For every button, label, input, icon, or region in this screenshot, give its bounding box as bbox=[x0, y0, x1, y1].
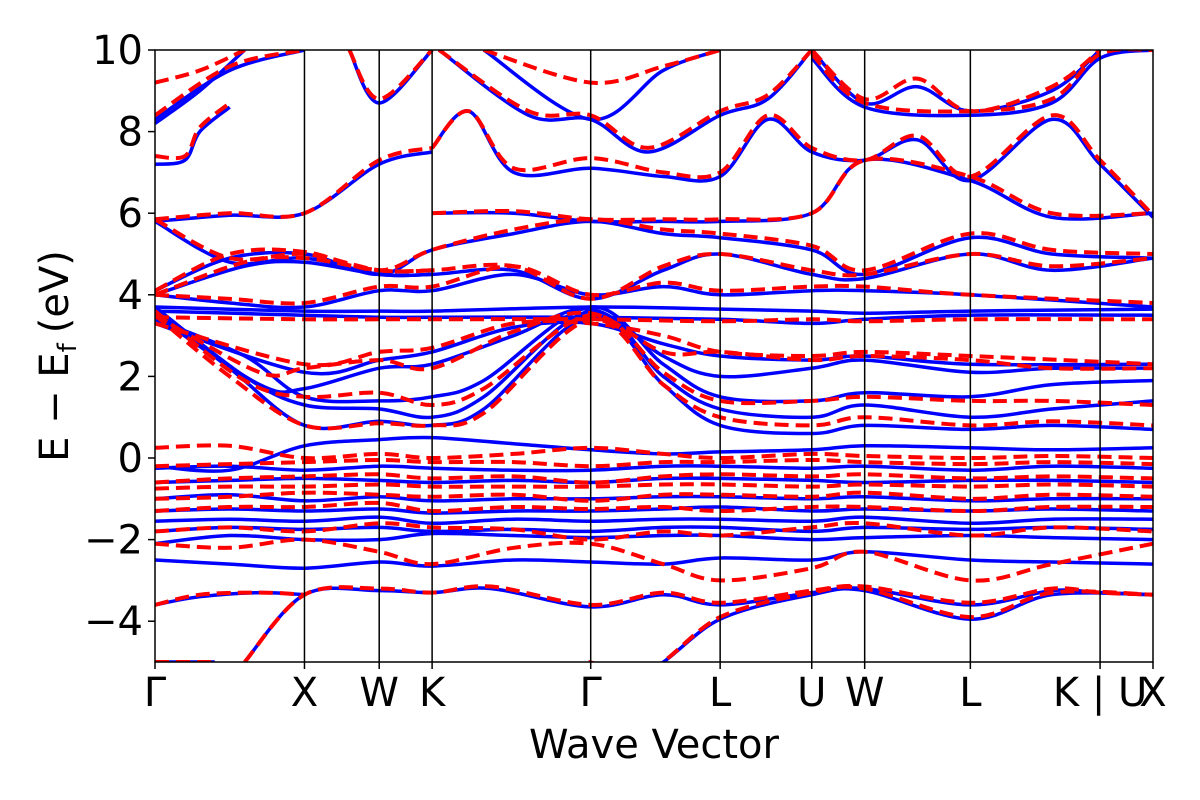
band-solid-18 bbox=[155, 309, 1153, 326]
band-dashed-22 bbox=[432, 156, 1153, 222]
y-axis-label-main: E − E bbox=[32, 352, 78, 462]
band-dashed-26 bbox=[155, 50, 246, 85]
y-axis-label-unit: (eV) bbox=[32, 250, 78, 333]
y-tick-label-2: 0 bbox=[118, 436, 143, 482]
band-dashed-2 bbox=[588, 584, 1153, 662]
y-tick-label-0: −4 bbox=[84, 599, 143, 645]
band-dashed-3 bbox=[155, 590, 305, 607]
y-axis-ticks: −4 −2 0 2 4 6 8 10 bbox=[84, 28, 155, 645]
y-tick-label-5: 6 bbox=[118, 191, 143, 237]
plot-frame bbox=[154, 49, 1154, 663]
band-dashed-6 bbox=[155, 500, 1153, 514]
y-tick-label-7: 10 bbox=[92, 28, 143, 74]
band-dashed-7 bbox=[155, 490, 1153, 503]
x-tick-label-8: L bbox=[959, 670, 982, 716]
x-tick-label-5: L bbox=[709, 670, 732, 716]
y-tick-label-1: −2 bbox=[84, 518, 143, 564]
x-tick-label-6: U bbox=[797, 670, 826, 716]
band-dashed-30 bbox=[810, 50, 1102, 114]
x-tick-label-7: W bbox=[845, 670, 885, 716]
band-solid-20 bbox=[155, 272, 1153, 310]
x-tick-label-9: K | U bbox=[1053, 670, 1147, 716]
band-dashed-24 bbox=[430, 109, 1153, 217]
band-dashed-23 bbox=[155, 101, 231, 161]
band-dashed-29 bbox=[483, 50, 721, 85]
band-dashed-21 bbox=[155, 217, 433, 274]
band-dashed-9 bbox=[155, 472, 1153, 485]
band-solid-2 bbox=[588, 587, 1153, 662]
band-dashed-1 bbox=[243, 583, 1153, 662]
band-dashed-28 bbox=[437, 50, 814, 150]
x-tick-label-4: Γ bbox=[580, 670, 603, 716]
band-dashed-10 bbox=[155, 457, 1153, 469]
high-symmetry-lines bbox=[303, 50, 1101, 662]
y-tick-label-6: 8 bbox=[118, 110, 143, 156]
y-tick-label-4: 4 bbox=[118, 273, 143, 319]
band-dashed-8 bbox=[155, 482, 1153, 491]
x-tick-label-3: K bbox=[419, 670, 447, 716]
band-solid-31 bbox=[437, 50, 814, 154]
band-dashed-13 bbox=[155, 309, 1153, 408]
x-tick-label-10: X bbox=[1139, 670, 1166, 716]
band-dashed-16 bbox=[155, 315, 1153, 324]
band-solid-19 bbox=[155, 305, 1153, 315]
x-axis-label: Wave Vector bbox=[529, 722, 780, 768]
band-dashed-14 bbox=[155, 310, 1153, 378]
x-tick-label-0: Γ bbox=[144, 670, 167, 716]
band-solid-29 bbox=[155, 50, 246, 125]
band-solid-27 bbox=[430, 109, 1153, 219]
y-tick-label-3: 2 bbox=[118, 354, 143, 400]
band-dashed-25 bbox=[155, 50, 305, 117]
band-dashed-17 bbox=[155, 264, 1153, 306]
x-tick-label-2: W bbox=[359, 670, 399, 716]
band-solid-23 bbox=[155, 150, 433, 224]
band-solid-34 bbox=[810, 50, 1153, 118]
band-dashed-27 bbox=[347, 50, 434, 102]
y-axis-label: E − Ef (eV) bbox=[32, 250, 83, 462]
band-dashed-11 bbox=[155, 443, 1153, 461]
band-dashed-15 bbox=[155, 319, 1153, 368]
band-solid-26 bbox=[155, 105, 231, 166]
dashed-bands bbox=[155, 50, 1153, 662]
y-axis-label-subscript: f bbox=[53, 342, 83, 352]
x-tick-label-1: X bbox=[291, 670, 318, 716]
